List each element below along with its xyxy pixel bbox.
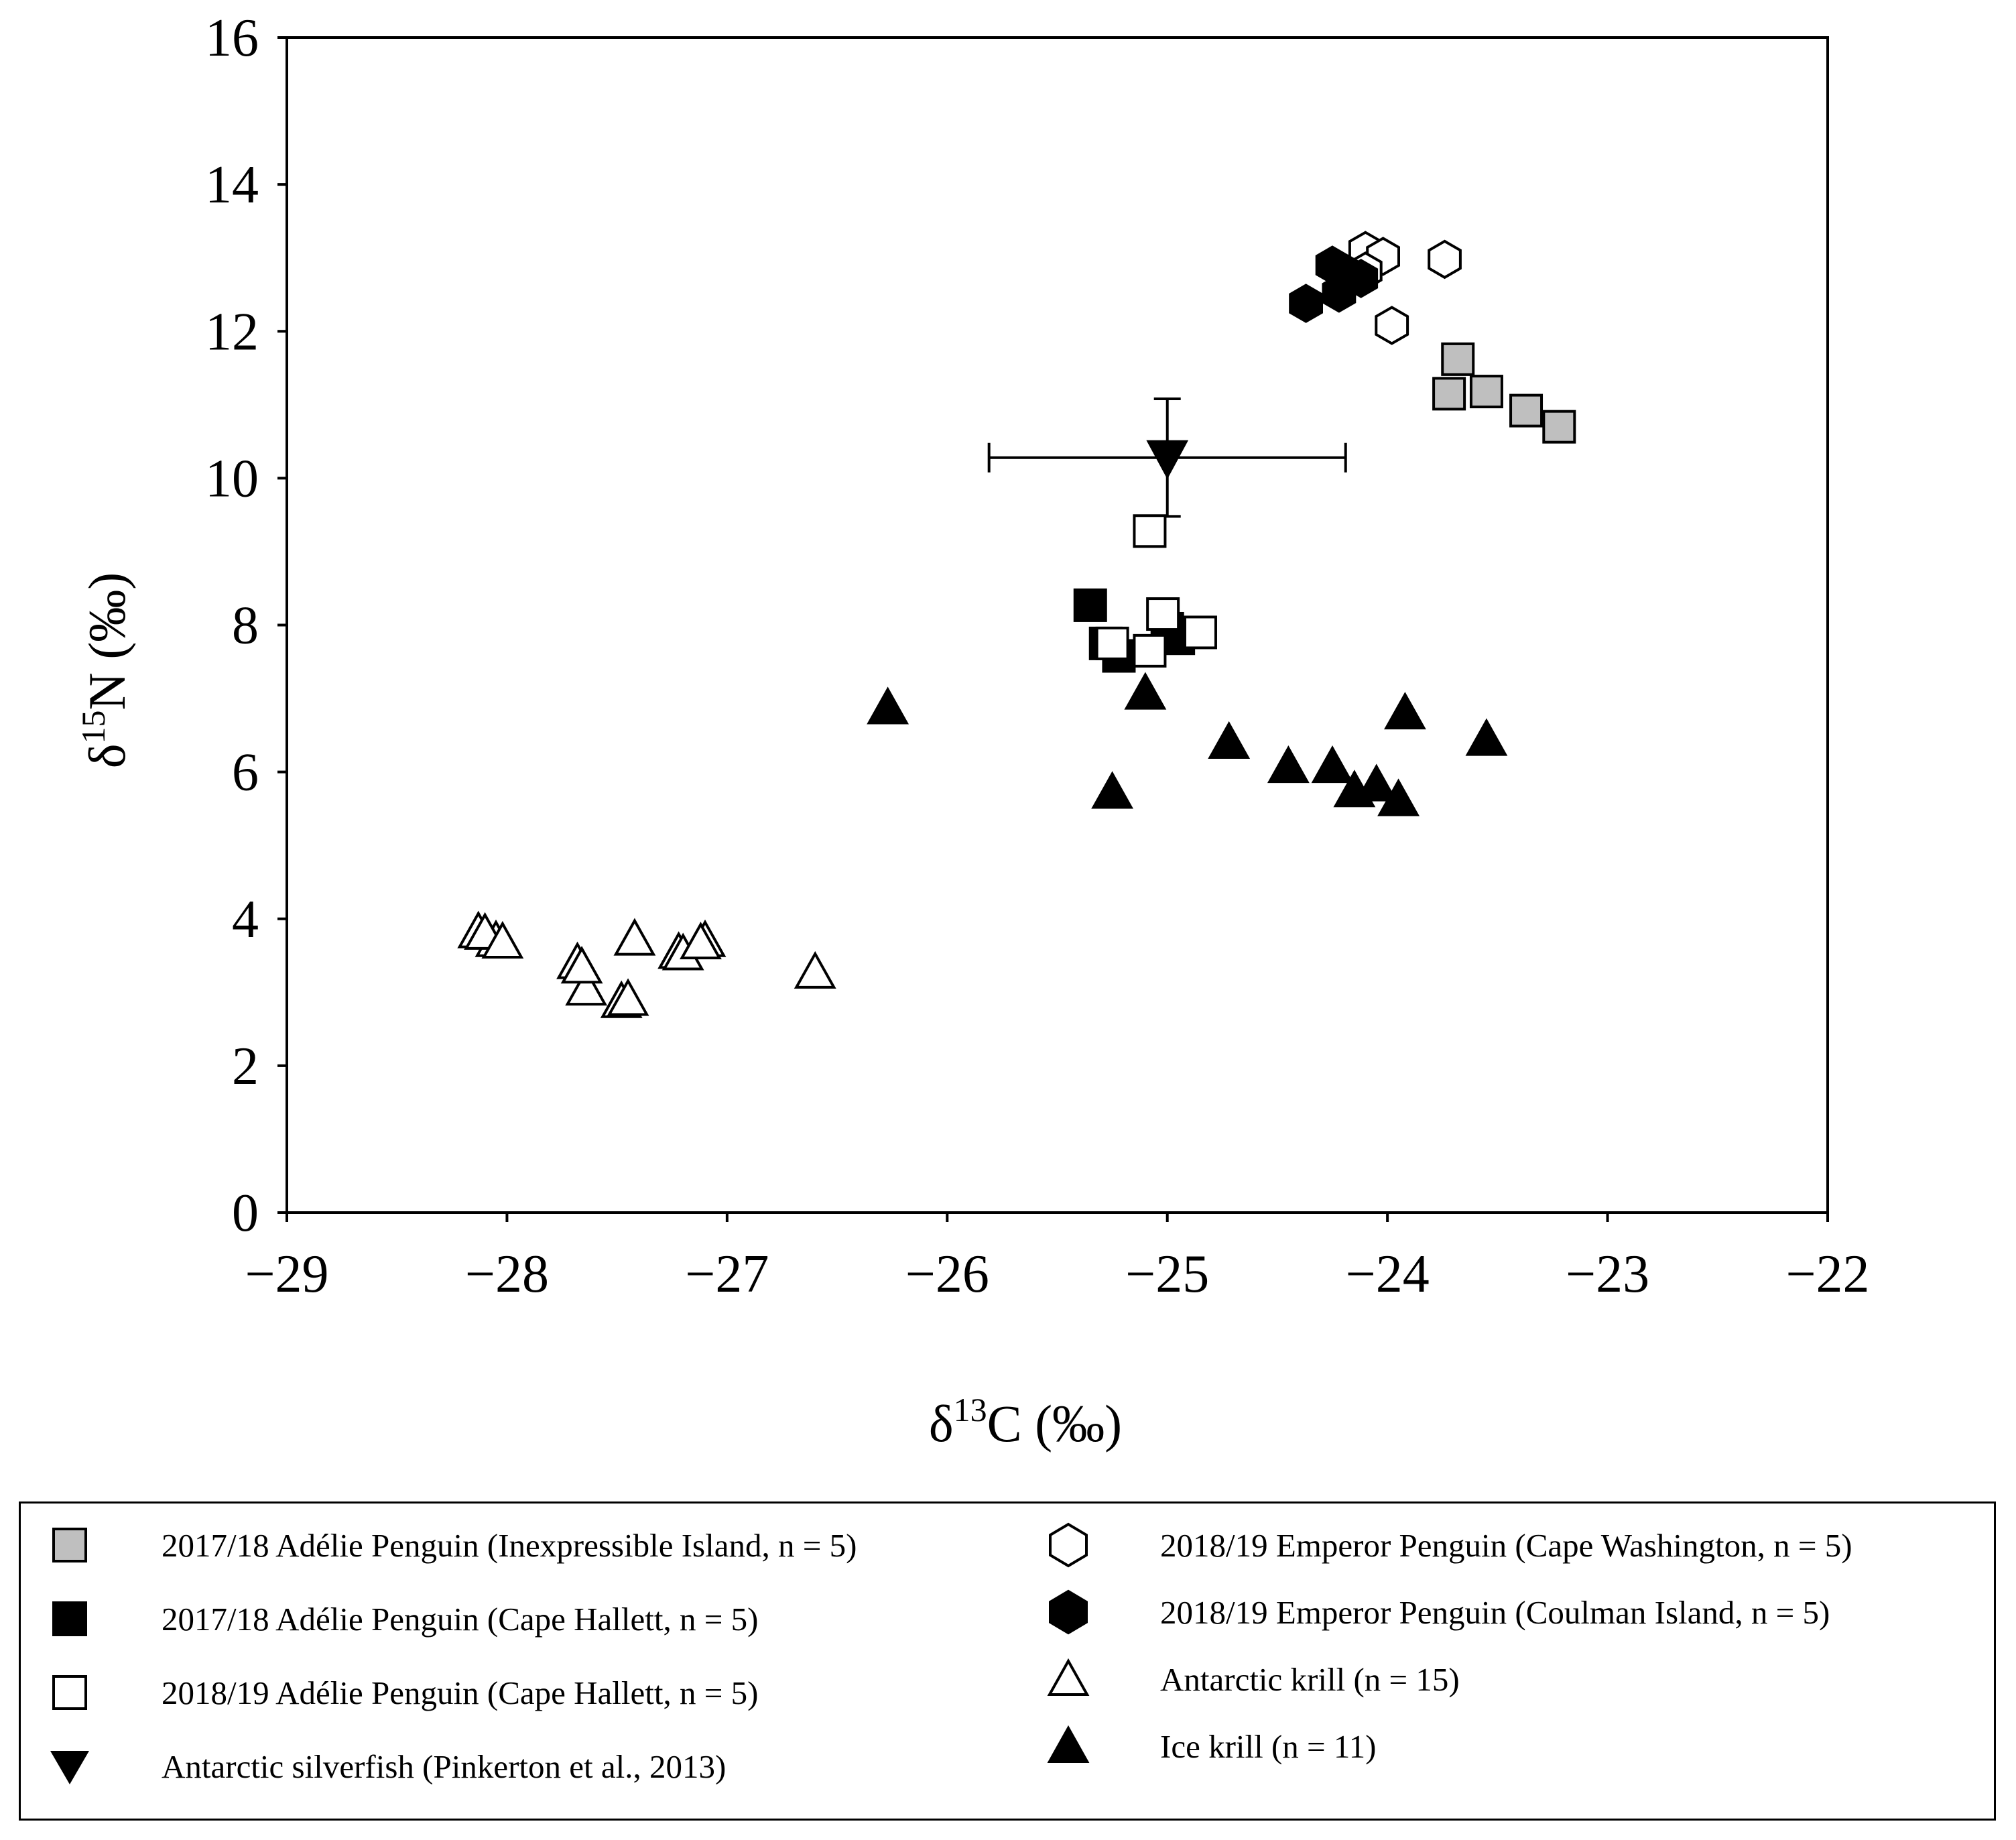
point-square-series-1 bbox=[1073, 588, 1107, 622]
point-square-series-2 bbox=[1133, 514, 1167, 548]
legend-text: Adélie Penguin (Inexpressible Island, n … bbox=[275, 1526, 857, 1564]
x-tick-label: −26 bbox=[905, 1245, 989, 1304]
point-square-series-2 bbox=[1095, 626, 1129, 660]
legend-year: 2017/18 bbox=[162, 1600, 269, 1638]
legend-text: Emperor Penguin (Cape Washington, n = 5) bbox=[1275, 1526, 1852, 1564]
point-triangle-up-series-7 bbox=[1267, 745, 1310, 784]
black-hexagon-icon bbox=[1049, 1589, 1088, 1635]
point-triangle-up-series-7 bbox=[867, 686, 909, 725]
legend-text: Adélie Penguin (Cape Hallett, n = 5) bbox=[275, 1600, 759, 1638]
data-points bbox=[457, 231, 1576, 1018]
point-triangle-up-series-7 bbox=[1355, 763, 1398, 802]
scatter-chart: −29 −28 −27 −26 −25 −24 −23 −22 0 2 4 6 8 10 12 14 16 δ… bbox=[74, 9, 1870, 1453]
point-hexagon-series-4 bbox=[1375, 306, 1409, 345]
x-tick-label: −23 bbox=[1566, 1245, 1649, 1304]
legend-item-cape-washington: 2018/19 Emperor Penguin (Cape Washington… bbox=[1038, 1512, 1852, 1579]
legend-item-antarctic-krill: Antarctic krill (n = 15) bbox=[1038, 1646, 1460, 1713]
legend-text: Adélie Penguin (Cape Hallett, n = 5) bbox=[275, 1674, 759, 1711]
black-triangle-icon bbox=[1047, 1725, 1090, 1763]
point-triangle-up-series-7 bbox=[1124, 672, 1167, 710]
point-triangle-up-series-6 bbox=[680, 922, 722, 960]
legend-item-coulman-island: 2018/19 Emperor Penguin (Coulman Island,… bbox=[1038, 1579, 1830, 1646]
legend-item-silverfish: Antarctic silverfish (Pinkerton et al., … bbox=[40, 1733, 726, 1800]
point-square-series-2 bbox=[1146, 597, 1180, 631]
point-triangle-up-series-6 bbox=[607, 978, 649, 1016]
y-tick-label: 10 bbox=[205, 449, 259, 508]
legend-text: Emperor Penguin (Coulman Island, n = 5) bbox=[1275, 1593, 1830, 1631]
legend-text: Ice krill (n = 11) bbox=[1160, 1727, 1377, 1765]
legend-year: 2017/18 bbox=[162, 1526, 269, 1564]
y-tick-label: 0 bbox=[232, 1184, 259, 1243]
legend-year: 2018/19 bbox=[162, 1674, 269, 1711]
white-hexagon-icon bbox=[1049, 1522, 1088, 1568]
legend-text: Antarctic krill (n = 15) bbox=[1160, 1660, 1460, 1698]
y-tick-label: 4 bbox=[232, 890, 259, 949]
point-hexagon-series-5 bbox=[1322, 273, 1357, 313]
y-tick-label: 2 bbox=[232, 1037, 259, 1096]
point-square-series-0 bbox=[1441, 342, 1475, 376]
point-triangle-up-series-6 bbox=[481, 920, 524, 959]
legend: 2017/18 Adélie Penguin (Inexpressible Is… bbox=[19, 1501, 1996, 1821]
x-tick-label: −22 bbox=[1785, 1245, 1869, 1304]
point-hexagon-series-5 bbox=[1289, 284, 1323, 323]
x-axis-ticks: −29 −28 −27 −26 −25 −24 −23 −22 bbox=[245, 1213, 1870, 1304]
white-square-icon bbox=[52, 1675, 87, 1710]
legend-text: Antarctic silverfish (Pinkerton et al., … bbox=[162, 1747, 727, 1785]
legend-year: 2018/19 bbox=[1160, 1593, 1268, 1631]
point-triangle-up-series-7 bbox=[1377, 778, 1420, 816]
legend-item-cape-hallett-1718: 2017/18 Adélie Penguin (Cape Hallett, n … bbox=[40, 1585, 758, 1652]
point-square-series-0 bbox=[1542, 410, 1576, 444]
point-triangle-up-series-6 bbox=[794, 950, 836, 989]
point-square-series-0 bbox=[1469, 375, 1503, 409]
point-square-series-0 bbox=[1432, 377, 1466, 411]
y-tick-label: 6 bbox=[232, 743, 259, 802]
x-tick-label: −24 bbox=[1346, 1245, 1430, 1304]
y-tick-label: 16 bbox=[205, 9, 259, 68]
y-axis-ticks: 0 2 4 6 8 10 12 14 16 bbox=[205, 9, 287, 1243]
point-triangle-up-series-7 bbox=[1208, 721, 1251, 759]
x-tick-label: −25 bbox=[1125, 1245, 1209, 1304]
legend-item-inexpressible-adelie: 2017/18 Adélie Penguin (Inexpressible Is… bbox=[40, 1512, 857, 1579]
white-triangle-icon bbox=[1047, 1658, 1090, 1696]
legend-year: 2018/19 bbox=[1160, 1526, 1268, 1564]
point-triangle-up-series-6 bbox=[613, 918, 656, 956]
y-tick-label: 12 bbox=[205, 302, 259, 361]
gray-square-icon bbox=[52, 1528, 87, 1562]
point-triangle-up-series-6 bbox=[565, 968, 608, 1006]
point-square-series-0 bbox=[1509, 393, 1544, 428]
point-hexagon-series-4 bbox=[1428, 239, 1462, 280]
x-axis-label: δ13C (‰) bbox=[929, 1391, 1122, 1453]
point-triangle-up-series-7 bbox=[1384, 692, 1426, 730]
point-triangle-down-series-3 bbox=[1146, 440, 1189, 479]
point-square-series-2 bbox=[1133, 633, 1167, 668]
plot-area bbox=[286, 36, 1829, 1214]
point-triangle-up-series-6 bbox=[560, 946, 603, 984]
y-tick-label: 8 bbox=[232, 597, 259, 656]
y-axis-label: δ15N (‰) bbox=[74, 572, 136, 769]
point-square-series-2 bbox=[1183, 615, 1217, 650]
black-down-triangle-icon bbox=[50, 1751, 89, 1784]
x-tick-label: −29 bbox=[245, 1245, 328, 1304]
legend-item-ice-krill: Ice krill (n = 11) bbox=[1038, 1713, 1376, 1780]
x-tick-label: −28 bbox=[465, 1245, 549, 1304]
y-tick-label: 14 bbox=[205, 156, 259, 214]
point-triangle-up-series-7 bbox=[1465, 718, 1508, 756]
point-triangle-up-series-7 bbox=[1091, 771, 1134, 809]
x-tick-label: −27 bbox=[685, 1245, 769, 1304]
point-triangle-up-series-7 bbox=[1311, 745, 1354, 784]
black-square-icon bbox=[52, 1601, 87, 1636]
legend-item-cape-hallett-1819: 2018/19 Adélie Penguin (Cape Hallett, n … bbox=[40, 1659, 758, 1726]
